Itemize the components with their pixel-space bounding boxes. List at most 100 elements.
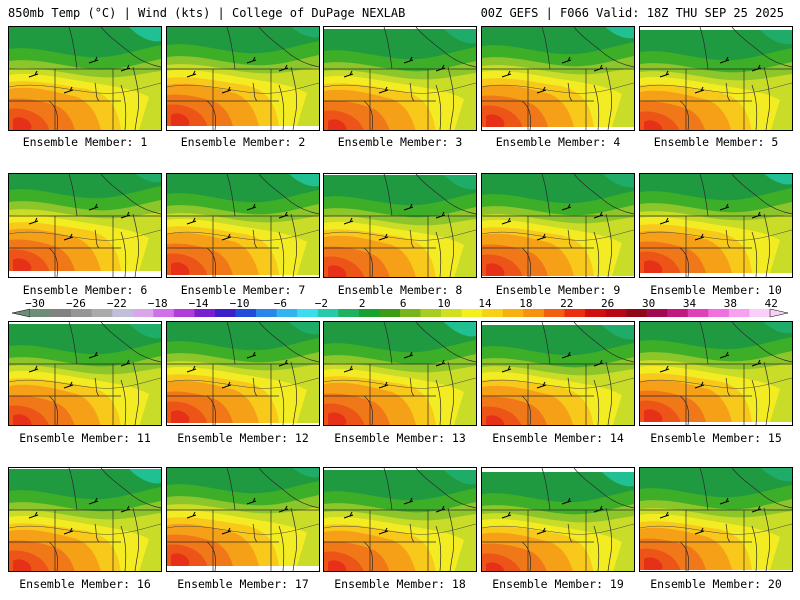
colorbar-swatch-9 xyxy=(215,309,236,317)
wind-barb-2 xyxy=(88,497,99,505)
wind-barb-3 xyxy=(120,64,131,72)
colorbar-swatch-20 xyxy=(441,309,462,317)
isotherm-line xyxy=(640,82,792,94)
wind-barb-3 xyxy=(120,211,131,219)
isotherm-line xyxy=(640,229,792,241)
state-border-9 xyxy=(567,82,573,102)
state-border-5 xyxy=(383,322,393,365)
state-border-4 xyxy=(593,525,600,571)
cold-pocket xyxy=(292,468,319,478)
colorbar-tick-label-1: −26 xyxy=(66,297,86,310)
state-border-5 xyxy=(383,27,393,70)
isotherm-line xyxy=(482,523,634,535)
wind-barb-0 xyxy=(28,365,39,373)
state-border-5 xyxy=(699,174,709,217)
ensemble-map-panel-4 xyxy=(481,26,635,131)
ensemble-map-panel-10 xyxy=(639,173,793,278)
state-border-6 xyxy=(573,322,634,363)
wind-barb-3 xyxy=(751,64,762,72)
wind-barb-3 xyxy=(751,211,762,219)
colorbar-tick-label-14: 26 xyxy=(601,297,614,310)
state-border-4 xyxy=(120,379,127,425)
wind-barb-3 xyxy=(751,505,762,513)
state-border-6 xyxy=(731,468,792,509)
wind-barb-0 xyxy=(501,217,512,225)
temperature-map-12 xyxy=(167,322,319,425)
cold-pocket xyxy=(291,27,319,38)
cold-pocket xyxy=(763,322,792,334)
wind-barb-1 xyxy=(378,86,389,94)
wind-barb-3 xyxy=(593,359,604,367)
state-border-9 xyxy=(252,377,258,397)
colorbar-swatch-13 xyxy=(297,309,319,317)
temp-band-9 xyxy=(644,409,663,422)
state-border-6 xyxy=(258,322,319,363)
colorbar-swatch-12 xyxy=(276,309,298,317)
state-border-9 xyxy=(567,523,573,543)
state-border-7 xyxy=(605,507,612,571)
state-border-5 xyxy=(68,174,78,217)
ensemble-member-label-14: Ensemble Member: 14 xyxy=(492,431,624,445)
isotherm-line xyxy=(324,523,476,535)
colorbar-swatch-7 xyxy=(173,309,195,317)
state-border-6 xyxy=(573,174,634,215)
temp-band-9 xyxy=(328,412,347,425)
temp-band-9 xyxy=(171,113,190,126)
wind-barb-0 xyxy=(186,511,197,519)
colorbar-swatch-26 xyxy=(564,309,586,317)
state-border-9 xyxy=(94,82,100,102)
product-title: 850mb Temp (°C) | Wind (kts) | College o… xyxy=(8,6,406,20)
cold-pocket xyxy=(764,174,792,185)
state-border-8 xyxy=(48,541,59,571)
colorbar-swatch-6 xyxy=(153,309,175,317)
state-border-7 xyxy=(763,213,770,277)
colorbar-tick-label-4: −14 xyxy=(189,297,209,310)
colorbar-swatch-17 xyxy=(379,309,401,317)
state-border-4 xyxy=(278,525,285,571)
temperature-map-16 xyxy=(9,468,161,571)
temperature-map-18 xyxy=(324,468,476,571)
isotherm-line xyxy=(167,82,319,94)
wind-barb-3 xyxy=(593,64,604,72)
wind-barb-2 xyxy=(561,497,572,505)
ensemble-member-label-9: Ensemble Member: 9 xyxy=(495,283,621,297)
wind-barb-1 xyxy=(378,381,389,389)
isotherm-line xyxy=(482,229,634,241)
state-border-7 xyxy=(605,213,612,277)
state-border-8 xyxy=(48,395,59,425)
state-border-7 xyxy=(447,66,454,130)
state-border-5 xyxy=(226,27,236,70)
ensemble-member-label-17: Ensemble Member: 17 xyxy=(177,577,309,591)
wind-barb-0 xyxy=(343,217,354,225)
state-border-9 xyxy=(725,523,731,543)
isotherm-line xyxy=(482,82,634,94)
state-border-5 xyxy=(699,322,709,365)
colorbar-swatch-27 xyxy=(585,309,606,317)
ensemble-map-panel-7 xyxy=(166,173,320,278)
colorbar-swatch-2 xyxy=(71,309,92,317)
state-border-4 xyxy=(751,84,758,130)
state-border-9 xyxy=(725,82,731,102)
ensemble-map-panel-9 xyxy=(481,173,635,278)
colorbar-swatch-18 xyxy=(400,309,421,317)
state-border-4 xyxy=(435,84,442,130)
colorbar-swatch-32 xyxy=(687,309,709,317)
wind-barb-0 xyxy=(501,511,512,519)
state-border-6 xyxy=(100,174,161,215)
state-border-5 xyxy=(541,27,551,70)
colorbar-tick-label-3: −18 xyxy=(148,297,168,310)
state-border-6 xyxy=(258,27,319,68)
temp-band-9 xyxy=(13,559,32,571)
ensemble-map-panel-16 xyxy=(8,467,162,572)
wind-barb-2 xyxy=(561,56,572,64)
state-border-6 xyxy=(731,322,792,363)
wind-barb-1 xyxy=(536,86,547,94)
temp-band-9 xyxy=(486,114,505,127)
state-border-6 xyxy=(415,27,476,68)
state-border-4 xyxy=(435,379,442,425)
colorbar-swatch-23 xyxy=(502,309,524,317)
cold-pocket xyxy=(129,324,161,339)
colorbar-swatch-34 xyxy=(728,309,750,317)
colorbar-swatch-16 xyxy=(358,309,380,317)
temp-band-9 xyxy=(171,410,190,423)
